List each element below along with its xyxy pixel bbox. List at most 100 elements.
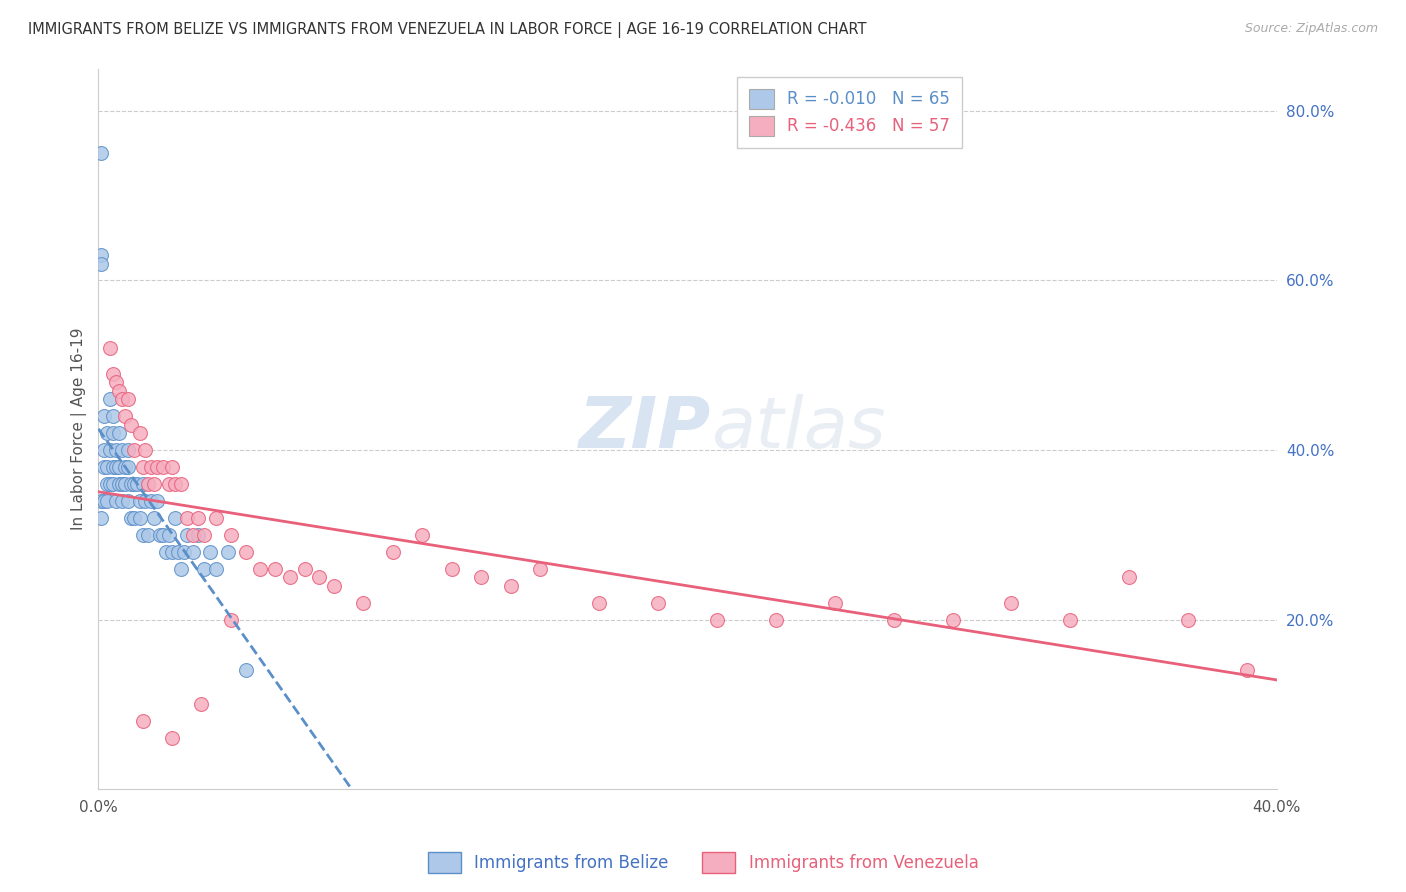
Point bbox=[706, 613, 728, 627]
Text: IMMIGRANTS FROM BELIZE VS IMMIGRANTS FROM VENEZUELA IN LABOR FORCE | AGE 16-19 C: IMMIGRANTS FROM BELIZE VS IMMIGRANTS FRO… bbox=[28, 22, 866, 38]
Point bbox=[131, 460, 153, 475]
Point bbox=[114, 409, 136, 423]
Point bbox=[765, 613, 787, 627]
Point bbox=[152, 460, 174, 475]
Point bbox=[529, 562, 551, 576]
Point bbox=[647, 596, 669, 610]
Point bbox=[152, 528, 174, 542]
Point bbox=[193, 528, 215, 542]
Point bbox=[1118, 570, 1140, 584]
Point bbox=[90, 494, 112, 508]
Point bbox=[93, 443, 115, 458]
Point bbox=[96, 494, 118, 508]
Point bbox=[146, 460, 169, 475]
Point bbox=[101, 367, 124, 381]
Point bbox=[105, 375, 128, 389]
Point bbox=[138, 528, 160, 542]
Point bbox=[249, 562, 271, 576]
Point bbox=[217, 545, 239, 559]
Point bbox=[114, 477, 136, 491]
Point bbox=[323, 579, 346, 593]
Point bbox=[205, 562, 228, 576]
Point bbox=[1000, 596, 1022, 610]
Point bbox=[128, 426, 150, 441]
Point bbox=[93, 460, 115, 475]
Point bbox=[141, 494, 163, 508]
Point bbox=[120, 477, 142, 491]
Point bbox=[131, 714, 153, 729]
Point bbox=[128, 511, 150, 525]
Point bbox=[190, 698, 212, 712]
Point bbox=[187, 511, 209, 525]
Point bbox=[98, 477, 121, 491]
Point bbox=[108, 477, 131, 491]
Point bbox=[117, 494, 139, 508]
Legend: Immigrants from Belize, Immigrants from Venezuela: Immigrants from Belize, Immigrants from … bbox=[420, 846, 986, 880]
Point bbox=[101, 460, 124, 475]
Text: atlas: atlas bbox=[711, 394, 886, 463]
Point bbox=[352, 596, 374, 610]
Point bbox=[219, 528, 242, 542]
Point bbox=[160, 460, 183, 475]
Point bbox=[141, 460, 163, 475]
Point bbox=[96, 477, 118, 491]
Point bbox=[111, 477, 134, 491]
Point bbox=[278, 570, 301, 584]
Point bbox=[440, 562, 463, 576]
Point bbox=[411, 528, 433, 542]
Point bbox=[155, 545, 177, 559]
Point bbox=[187, 528, 209, 542]
Point bbox=[120, 511, 142, 525]
Point bbox=[824, 596, 846, 610]
Point bbox=[170, 477, 193, 491]
Point bbox=[499, 579, 522, 593]
Point bbox=[219, 613, 242, 627]
Point bbox=[883, 613, 905, 627]
Point bbox=[1177, 613, 1199, 627]
Point bbox=[120, 417, 142, 432]
Point bbox=[1059, 613, 1081, 627]
Point bbox=[308, 570, 330, 584]
Point bbox=[264, 562, 287, 576]
Point bbox=[167, 545, 190, 559]
Point bbox=[157, 477, 180, 491]
Point bbox=[122, 511, 145, 525]
Point bbox=[117, 443, 139, 458]
Point bbox=[101, 426, 124, 441]
Point bbox=[235, 545, 257, 559]
Text: Source: ZipAtlas.com: Source: ZipAtlas.com bbox=[1244, 22, 1378, 36]
Point bbox=[90, 511, 112, 525]
Point bbox=[163, 477, 186, 491]
Point bbox=[101, 409, 124, 423]
Point bbox=[111, 494, 134, 508]
Point bbox=[111, 392, 134, 406]
Point bbox=[160, 545, 183, 559]
Point bbox=[128, 494, 150, 508]
Point bbox=[588, 596, 610, 610]
Point bbox=[157, 528, 180, 542]
Point bbox=[96, 426, 118, 441]
Y-axis label: In Labor Force | Age 16-19: In Labor Force | Age 16-19 bbox=[72, 327, 87, 530]
Legend: R = -0.010   N = 65, R = -0.436   N = 57: R = -0.010 N = 65, R = -0.436 N = 57 bbox=[737, 77, 962, 147]
Point bbox=[176, 528, 198, 542]
Point bbox=[170, 562, 193, 576]
Point bbox=[90, 256, 112, 270]
Point bbox=[105, 494, 128, 508]
Point bbox=[181, 545, 204, 559]
Point bbox=[146, 494, 169, 508]
Point bbox=[200, 545, 222, 559]
Point bbox=[114, 460, 136, 475]
Point bbox=[122, 477, 145, 491]
Point bbox=[105, 460, 128, 475]
Point bbox=[117, 460, 139, 475]
Point bbox=[101, 477, 124, 491]
Point bbox=[90, 146, 112, 161]
Point bbox=[143, 511, 166, 525]
Point bbox=[134, 494, 156, 508]
Point bbox=[149, 528, 172, 542]
Point bbox=[235, 664, 257, 678]
Point bbox=[93, 409, 115, 423]
Point bbox=[1236, 664, 1258, 678]
Point bbox=[122, 443, 145, 458]
Point bbox=[131, 477, 153, 491]
